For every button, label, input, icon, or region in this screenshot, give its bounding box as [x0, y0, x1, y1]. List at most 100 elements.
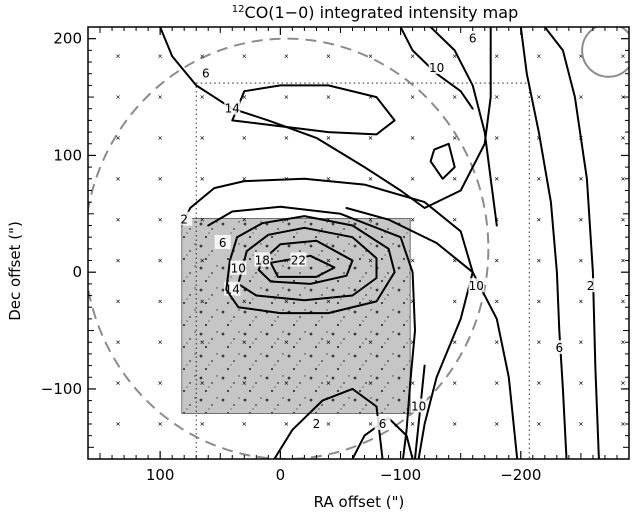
sample-point-mark: [284, 136, 289, 140]
sample-point-mark: [494, 422, 499, 426]
contour-label: 2: [180, 213, 188, 227]
sample-point-mark: [242, 217, 247, 222]
contour-label: 22: [291, 254, 306, 268]
sample-point-mark: [579, 258, 583, 263]
sample-point-mark: [242, 176, 247, 181]
y-axis-label: Dec offset ("): [6, 221, 24, 321]
contour-label: 6: [202, 67, 210, 81]
x-tick-label: −100: [380, 466, 421, 484]
contour-label: 6: [379, 417, 387, 431]
contour-label-bg: [410, 398, 427, 413]
contour-label-bg: [308, 415, 325, 430]
sample-point-mark: [158, 217, 162, 222]
sample-point-mark: [368, 258, 373, 263]
sample-point-mark: [621, 136, 625, 140]
sample-point-mark: [621, 54, 625, 59]
sample-point-mark: [284, 340, 289, 345]
sample-point-mark: [494, 381, 499, 385]
sample-point-mark: [452, 340, 457, 345]
sample-point-mark: [116, 340, 120, 345]
contour-line: [180, 177, 474, 459]
sample-point-mark: [242, 136, 247, 140]
sample-point-mark: [494, 136, 499, 140]
contour-label: 6: [469, 32, 477, 46]
sample-point-mark: [326, 422, 331, 426]
sample-point-mark: [452, 54, 457, 59]
sample-point-mark: [579, 422, 583, 426]
contour-label-bg: [551, 340, 568, 355]
sample-point-mark: [452, 299, 457, 304]
sample-point-mark: [410, 54, 415, 59]
sample-point-mark: [579, 217, 583, 222]
sample-point-mark: [410, 176, 415, 181]
sample-point-mark: [410, 217, 415, 222]
sample-point-mark: [621, 381, 625, 385]
sample-point-mark: [452, 95, 457, 99]
title-text: CO(1−0) integrated intensity map: [245, 3, 519, 22]
y-tick-label: 100: [53, 146, 82, 164]
chart-title: 12CO(1−0) integrated intensity map: [232, 3, 518, 22]
sample-point-mark: [116, 176, 120, 181]
sample-point-mark: [537, 422, 541, 426]
sample-point-mark: [326, 95, 331, 99]
sample-point-mark: [284, 95, 289, 99]
sample-point-mark: [494, 54, 499, 59]
sample-point-mark: [116, 95, 120, 99]
sample-point-mark: [242, 381, 247, 385]
sample-point-mark: [494, 258, 499, 263]
sample-point-mark: [410, 136, 415, 140]
sample-point-mark: [579, 340, 583, 345]
contour-label-bg: [254, 252, 271, 267]
sample-point-mark: [494, 340, 499, 345]
sample-point-mark: [326, 136, 331, 140]
plot-frame: [87, 26, 630, 460]
sample-point-mark: [452, 176, 457, 181]
sample-point-mark: [368, 136, 373, 140]
y-tick-label: −100: [41, 380, 82, 398]
sample-point-mark: [284, 422, 289, 426]
sample-point-mark: [368, 54, 373, 59]
sample-point-mark: [200, 136, 205, 140]
contour-label: 10: [429, 61, 444, 75]
sample-point-mark: [158, 299, 162, 304]
sample-point-mark: [452, 136, 457, 140]
contour-label: 14: [225, 102, 240, 116]
sample-point-mark: [537, 299, 541, 304]
sample-point-mark: [494, 299, 499, 304]
sample-point-mark: [116, 258, 120, 263]
sample-point-mark: [621, 258, 625, 263]
sample-point-mark: [242, 299, 247, 304]
sample-point-mark: [537, 381, 541, 385]
contour-label-bg: [230, 260, 247, 275]
sample-point-mark: [200, 217, 205, 222]
sample-point-mark: [158, 176, 162, 181]
sample-point-mark: [242, 340, 247, 345]
sample-point-mark: [284, 54, 289, 59]
sample-point-mark: [326, 54, 331, 59]
contour-label: 10: [469, 279, 484, 293]
sample-point-mark: [200, 422, 205, 426]
dotted-box: [195, 82, 530, 459]
title-superscript: 12: [232, 4, 245, 15]
sample-point-mark: [158, 136, 162, 140]
sample-point-mark: [158, 54, 162, 59]
sample-point-mark: [326, 176, 331, 181]
sample-point-mark: [452, 422, 457, 426]
sample-point-mark: [452, 217, 457, 222]
sample-point-mark: [284, 381, 289, 385]
contour-line: [231, 84, 396, 136]
contour-label-bg: [224, 100, 241, 115]
sample-point-mark: [158, 340, 162, 345]
sample-point-mark: [621, 422, 625, 426]
contour-line: [237, 226, 378, 302]
contour-line: [345, 207, 519, 459]
primary-beam-circle: [88, 37, 490, 459]
sample-point-mark: [116, 217, 120, 222]
sample-point-mark: [410, 422, 415, 426]
contour-label: 10: [231, 262, 246, 276]
y-tick-label: 200: [53, 30, 82, 48]
contour-label-bg: [374, 415, 391, 430]
sample-point-mark: [116, 136, 120, 140]
contour-label-bg: [428, 59, 445, 74]
